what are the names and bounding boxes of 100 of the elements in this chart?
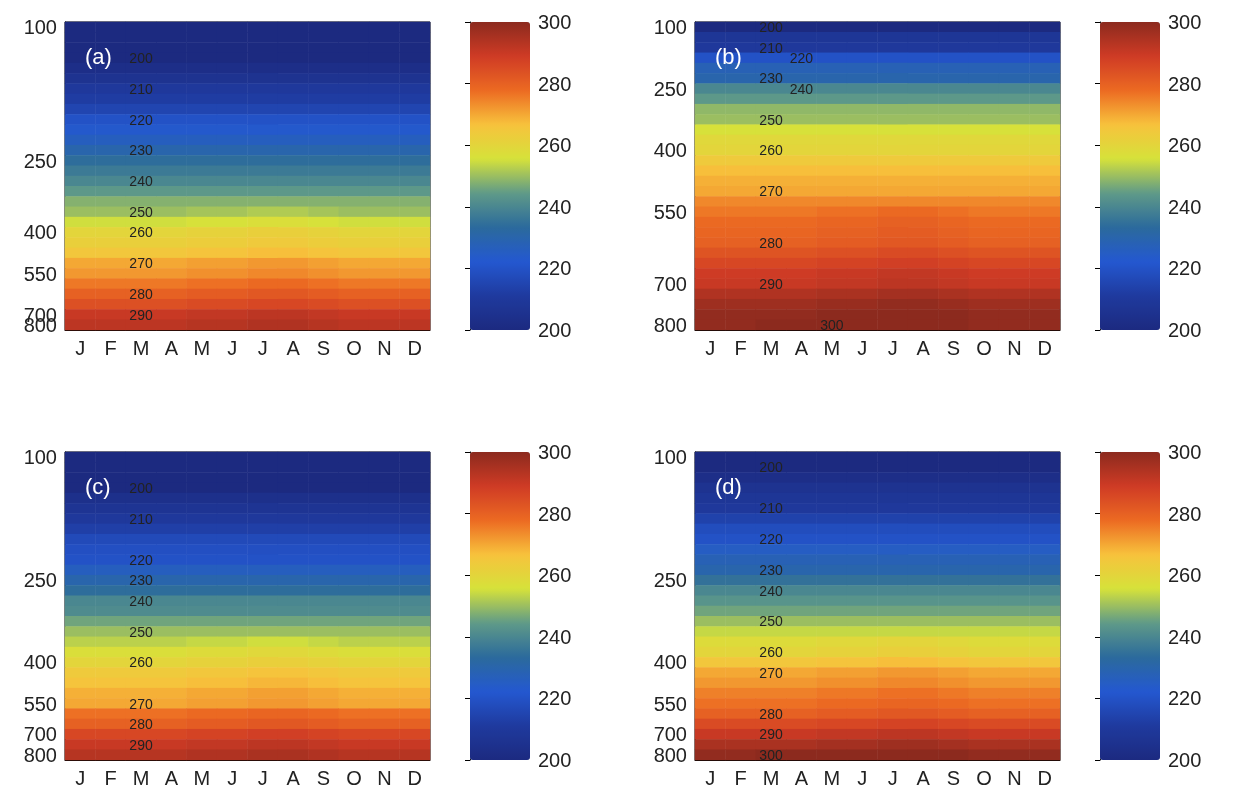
x-tick-label: J	[857, 767, 868, 789]
annotation: (b)	[715, 43, 742, 69]
color-bar-label: 260	[538, 564, 572, 587]
data-label: 260	[129, 224, 153, 241]
color-bar-label: 300	[1168, 11, 1202, 33]
x-tick-label: O	[976, 337, 992, 359]
data-label: 270	[129, 255, 153, 272]
data-label: 290	[759, 275, 783, 292]
x-tick-label: O	[346, 767, 362, 789]
color-bar-label: 300	[538, 11, 572, 33]
x-tick-label: N	[377, 767, 392, 789]
data-label: 290	[129, 736, 153, 753]
x-tick-label: O	[346, 337, 362, 359]
color-bar-label: 260	[1168, 564, 1202, 587]
data-label: 280	[759, 234, 783, 251]
y-tick-label: 400	[653, 139, 687, 162]
x-tick-label: M	[132, 767, 150, 789]
annotation: (c)	[85, 473, 111, 499]
y-tick-label: 250	[23, 149, 57, 172]
y-tick-label: 400	[23, 221, 57, 244]
y-tick-label: 700	[653, 272, 687, 295]
x-tick-label: A	[164, 337, 179, 359]
x-tick-label: J	[75, 767, 86, 789]
color-bar-label: 240	[538, 625, 572, 648]
color-bar-label: 280	[538, 502, 572, 525]
color-bar-label: 200	[1168, 319, 1202, 341]
data-label: 210	[759, 39, 783, 56]
color-bar-label: 220	[538, 257, 572, 280]
data-label: 220	[789, 49, 814, 66]
x-tick-label: J	[857, 337, 868, 359]
x-tick-label: M	[193, 337, 211, 359]
color-bar-label: 260	[1168, 134, 1202, 157]
data-label: 230	[759, 562, 783, 579]
x-tick-label: J	[257, 337, 268, 359]
x-tick-label: A	[164, 767, 179, 789]
x-tick-label: M	[823, 767, 841, 789]
x-tick-label: J	[887, 767, 898, 789]
data-label: 290	[759, 726, 783, 743]
y-tick-label: 250	[653, 569, 687, 592]
x-tick-label: S	[946, 337, 961, 359]
data-label: 250	[129, 623, 153, 640]
x-tick-label: S	[946, 767, 961, 789]
y-tick-label: 100	[23, 446, 57, 469]
color-bar-label: 240	[538, 195, 572, 218]
y-tick-label: 550	[23, 692, 57, 715]
y-tick-label: 550	[23, 262, 57, 285]
color-bar-label: 300	[1168, 441, 1202, 463]
x-tick-label: M	[762, 337, 780, 359]
data-label: 220	[129, 111, 153, 128]
data-label: 230	[129, 572, 153, 589]
color-bar-label: 280	[1168, 502, 1202, 525]
x-tick-label: J	[227, 767, 238, 789]
color-bar-label: 220	[1168, 257, 1202, 280]
data-label: 270	[759, 183, 783, 200]
annotation: (d)	[715, 473, 742, 499]
data-label: 280	[129, 286, 153, 303]
x-tick-label: O	[976, 767, 992, 789]
annotation: (a)	[85, 43, 112, 69]
x-tick-label: N	[1007, 767, 1022, 789]
data-label: 200	[129, 479, 153, 496]
x-tick-label: A	[916, 337, 931, 359]
data-label: 210	[129, 80, 153, 97]
data-label: 200	[129, 49, 153, 66]
y-tick-label: 800	[653, 743, 687, 766]
x-tick-label: A	[794, 337, 809, 359]
x-tick-label: M	[193, 767, 211, 789]
y-tick-label: 250	[23, 569, 57, 592]
color-bar-label: 280	[538, 72, 572, 95]
data-label: 210	[129, 510, 153, 527]
data-label: 270	[129, 695, 153, 712]
x-tick-label: M	[762, 767, 780, 789]
x-tick-label: J	[227, 337, 238, 359]
color-bar-label: 240	[1168, 625, 1202, 648]
data-label: 240	[789, 80, 814, 97]
data-label: 260	[759, 142, 783, 159]
data-label: 290	[129, 306, 153, 323]
data-label: 300	[759, 746, 783, 763]
x-tick-label: D	[407, 767, 423, 789]
y-tick-label: 400	[23, 651, 57, 674]
y-tick-label: 550	[653, 692, 687, 715]
x-tick-label: A	[916, 767, 931, 789]
x-tick-label: S	[316, 767, 331, 789]
x-tick-label: S	[316, 337, 331, 359]
data-label: 200	[759, 459, 783, 476]
y-tick-label: 700	[653, 723, 687, 746]
x-tick-label: M	[823, 337, 841, 359]
y-tick-label: 400	[653, 651, 687, 674]
data-label: 260	[129, 654, 153, 671]
x-tick-label: F	[734, 767, 747, 789]
data-label: 250	[759, 111, 783, 128]
x-tick-label: D	[407, 337, 423, 359]
data-label: 250	[129, 203, 153, 220]
x-tick-label: N	[1007, 337, 1022, 359]
x-tick-label: A	[286, 337, 301, 359]
data-label: 240	[129, 592, 153, 609]
x-tick-label: F	[104, 337, 117, 359]
y-tick-label: 800	[23, 743, 57, 766]
x-tick-label: N	[377, 337, 392, 359]
color-bar-label: 200	[1168, 749, 1202, 771]
color-bar-label: 280	[1168, 72, 1202, 95]
